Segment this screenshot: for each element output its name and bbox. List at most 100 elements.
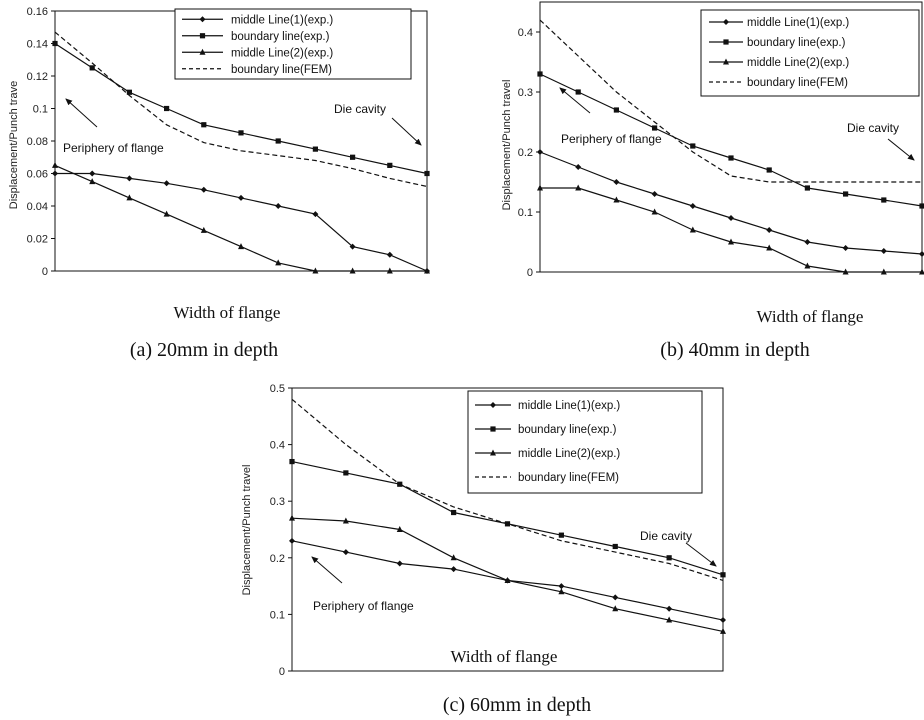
y-axis-label-c: Displacement/Punch travel (241, 465, 253, 596)
data-point-b-1-9 (881, 197, 887, 203)
chart-panel-c: 0 0.1 0.2 0.3 0.4 0.5 middle Line(1)(exp.) bou… (241, 383, 726, 716)
series-line-a-2 (54, 164, 427, 272)
plot-area-c: 0 0.1 0.2 0.3 0.4 0.5 (270, 383, 726, 678)
data-point-c-2-5 (558, 588, 565, 595)
y-tick-label-c-5: 0.5 (270, 383, 285, 395)
data-point-c-2-6 (612, 605, 619, 612)
y-tick-label-a-5: 0.1 (33, 104, 48, 116)
legend-c: middle Line(1)(exp.) boundary line(exp.) m… (475, 400, 620, 484)
data-point-a-0-8 (349, 243, 356, 250)
legend-label-c-2: middle Line(2)(exp.) (518, 448, 620, 460)
y-tick-label-c-3: 0.3 (270, 496, 285, 508)
legend-label-b-1: boundary line(exp.) (747, 37, 846, 49)
annotation-periphery-b: Periphery of flange (561, 132, 662, 146)
data-point-b-1-1 (575, 89, 581, 95)
annotation-die-cavity-b: Die cavity (847, 121, 899, 135)
legend-marker-a-1 (199, 33, 206, 39)
y-tick-label-b-1: 0.1 (518, 207, 533, 219)
data-point-c-1-0 (289, 458, 295, 465)
data-point-c-0-6 (612, 594, 619, 601)
plot-frame-c (291, 387, 724, 672)
arrow-die-cavity-b (887, 138, 915, 161)
data-point-b-2-10 (919, 268, 924, 275)
data-point-b-1-2 (613, 107, 619, 113)
legend-label-b-2: middle Line(2)(exp.) (747, 57, 849, 69)
data-point-b-2-3 (651, 208, 658, 215)
data-point-b-2-6 (766, 244, 773, 251)
legend-marker-b-2 (723, 58, 729, 65)
data-point-c-2-1 (342, 517, 349, 524)
data-point-b-2-5 (728, 238, 734, 245)
legend-marker-c-1 (490, 426, 496, 432)
legend-label-c-1: boundary line(exp.) (518, 424, 617, 436)
data-point-a-2-10 (424, 267, 430, 274)
data-point-b-2-8 (842, 268, 849, 275)
data-point-b-1-8 (843, 191, 849, 197)
arrow-periphery-b (559, 87, 591, 114)
caption-b: (b) 40mm in depth (660, 339, 809, 361)
data-point-a-2-6 (275, 259, 282, 266)
data-point-c-2-7 (666, 616, 673, 623)
legend-label-a-3: boundary line(FEM) (231, 64, 332, 76)
data-point-a-1-3 (164, 105, 170, 112)
legend-b: middle Line(1)(exp.) boundary line(exp.) m… (709, 17, 849, 89)
legend-marker-c-2 (490, 449, 496, 456)
y-tick-label-a-1: 0.02 (27, 234, 48, 246)
data-point-b-1-7 (804, 185, 810, 191)
x-axis-label-b: Width of flange (757, 307, 864, 326)
data-point-c-1-5 (558, 532, 564, 538)
legend-box-a (174, 8, 412, 80)
legend-a: middle Line(1)(exp.) boundary line(exp.) m… (182, 14, 333, 76)
legend-box-c (467, 390, 703, 494)
series-line-c-3 (291, 398, 724, 581)
caption-a: (a) 20mm in depth (130, 339, 278, 361)
data-point-a-0-2 (126, 175, 133, 182)
x-axis-label-a: Width of flange (174, 303, 281, 322)
data-point-a-2-1 (89, 178, 96, 185)
data-point-c-1-1 (343, 470, 349, 476)
data-point-a-0-7 (312, 211, 319, 218)
legend-label-a-2: middle Line(2)(exp.) (231, 47, 333, 59)
data-point-b-2-2 (613, 196, 620, 203)
data-point-a-2-3 (163, 210, 170, 217)
legend-label-b-3: boundary line(FEM) (747, 77, 848, 89)
data-point-b-1-10 (919, 203, 924, 209)
data-point-a-1-1 (89, 65, 95, 71)
data-point-b-0-7 (804, 239, 811, 245)
annotation-die-cavity-c: Die cavity (640, 529, 692, 543)
y-tick-label-c-4: 0.4 (270, 440, 285, 452)
data-point-b-0-9 (880, 248, 887, 254)
data-point-c-2-2 (396, 526, 403, 532)
series-line-a-3 (54, 31, 428, 188)
y-tick-label-a-2: 0.04 (27, 201, 48, 213)
data-point-c-1-7 (666, 555, 672, 561)
data-point-b-1-5 (728, 155, 734, 161)
y-tick-label-b-2: 0.2 (518, 147, 533, 159)
data-point-a-1-9 (387, 162, 393, 168)
data-point-a-1-4 (201, 122, 207, 128)
data-point-a-2-7 (312, 267, 319, 274)
data-point-a-1-6 (275, 138, 281, 144)
data-point-a-0-5 (238, 194, 244, 201)
legend-marker-b-0 (723, 19, 729, 25)
data-point-a-2-8 (349, 267, 356, 274)
data-point-b-2-9 (880, 268, 887, 275)
data-point-c-0-8 (720, 617, 726, 624)
data-point-b-0-3 (651, 191, 658, 197)
data-point-a-2-9 (386, 267, 393, 274)
data-point-c-0-0 (289, 537, 295, 544)
legend-marker-a-2 (199, 48, 206, 55)
chart-panel-b: 0 0.1 0.2 0.3 0.4 middle Line(1)(exp.) bounda… (501, 1, 924, 361)
arrow-periphery-c (311, 556, 343, 584)
annotation-periphery-c: Periphery of flange (313, 599, 414, 613)
data-point-b-2-1 (575, 184, 582, 191)
data-point-c-2-3 (450, 554, 457, 561)
data-point-c-0-7 (666, 605, 673, 612)
plot-frame-b (539, 1, 923, 273)
data-point-a-2-2 (126, 194, 133, 201)
y-tick-label-a-6: 0.12 (27, 71, 48, 83)
y-tick-label-b-0: 0 (527, 267, 533, 279)
data-point-c-1-8 (720, 572, 726, 578)
y-tick-label-a-0: 0 (42, 266, 48, 278)
